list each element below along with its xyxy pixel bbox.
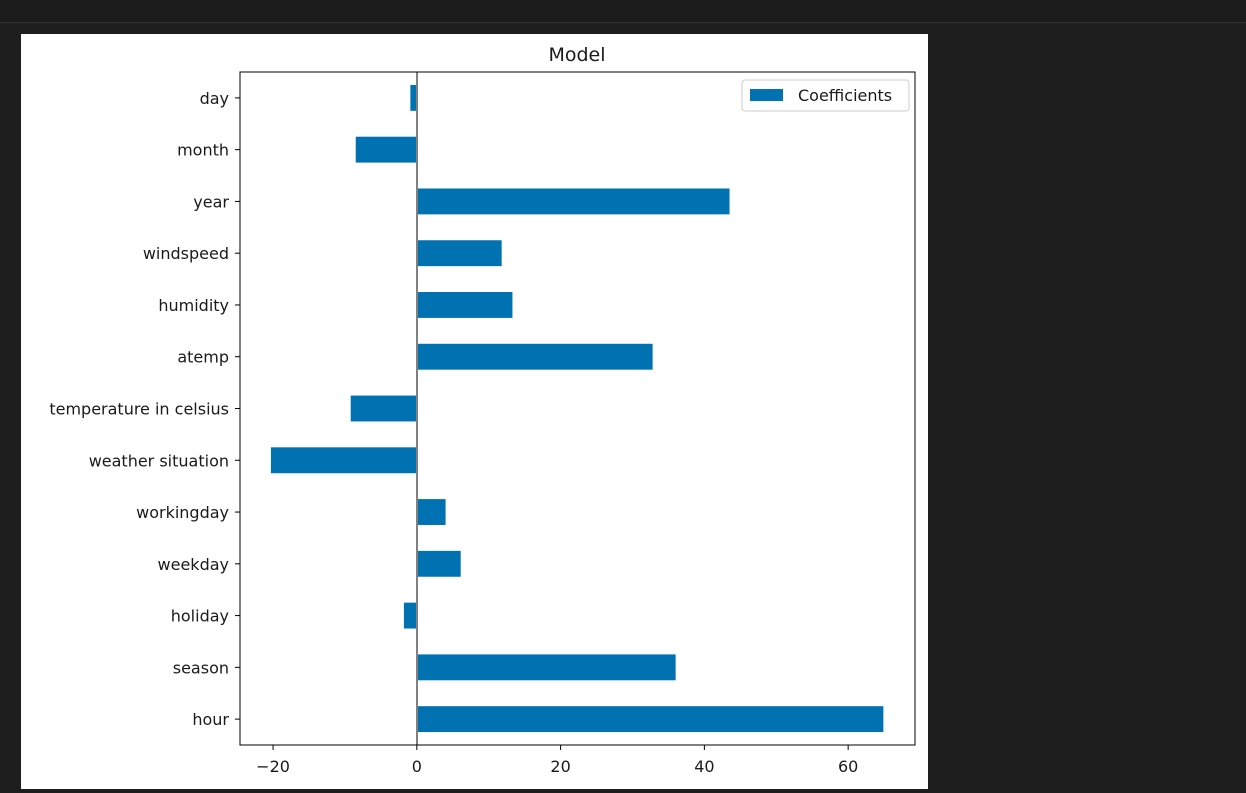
y-tick-label: windspeed [143,244,229,263]
bar-weather-situation [270,447,417,474]
plot-frame [239,71,916,746]
x-tick-label: 40 [694,757,714,776]
y-tick-label: weekday [158,555,229,574]
y-tick-label: season [173,658,229,677]
bar-atemp [416,343,653,370]
y-tick-label: temperature in celsius [49,400,229,419]
bar-workingday [416,499,446,525]
y-tick-label: workingday [136,503,229,522]
chart-title: Model [548,44,605,66]
bar-weekday [416,550,461,577]
y-tick-label: hour [192,710,229,729]
bar-temperature-in-celsius [350,395,417,422]
bar-hour [416,706,884,733]
y-tick-label: year [193,192,229,211]
figure-canvas: Model day month year windspeed humidity atemp… [21,34,928,789]
legend-box [741,79,910,112]
y-tick-label: atemp [177,348,229,367]
y-tick-label: holiday [171,607,229,626]
bar-season [416,654,676,681]
bar-humidity [416,292,513,318]
y-tick-label: weather situation [89,451,229,470]
bar-holiday [403,602,417,629]
y-tick-label: day [200,89,229,108]
x-tick-label: 60 [838,757,858,776]
y-tick-label: humidity [158,296,229,315]
top-bar [0,0,1246,23]
x-tick-label: −20 [256,757,290,776]
bar-windspeed [416,240,502,267]
y-tick-label: month [177,141,229,160]
legend-swatch [750,89,783,101]
coefficients-bar-chart: Model day month year windspeed humidity atemp… [49,44,916,776]
bar-day [410,84,417,111]
x-tick-label: 0 [412,757,422,776]
legend: Coefficients [741,79,910,112]
legend-label: Coefficients [798,86,892,105]
bar-year [416,188,730,215]
x-tick-label: 20 [550,757,570,776]
bar-month [355,136,417,163]
